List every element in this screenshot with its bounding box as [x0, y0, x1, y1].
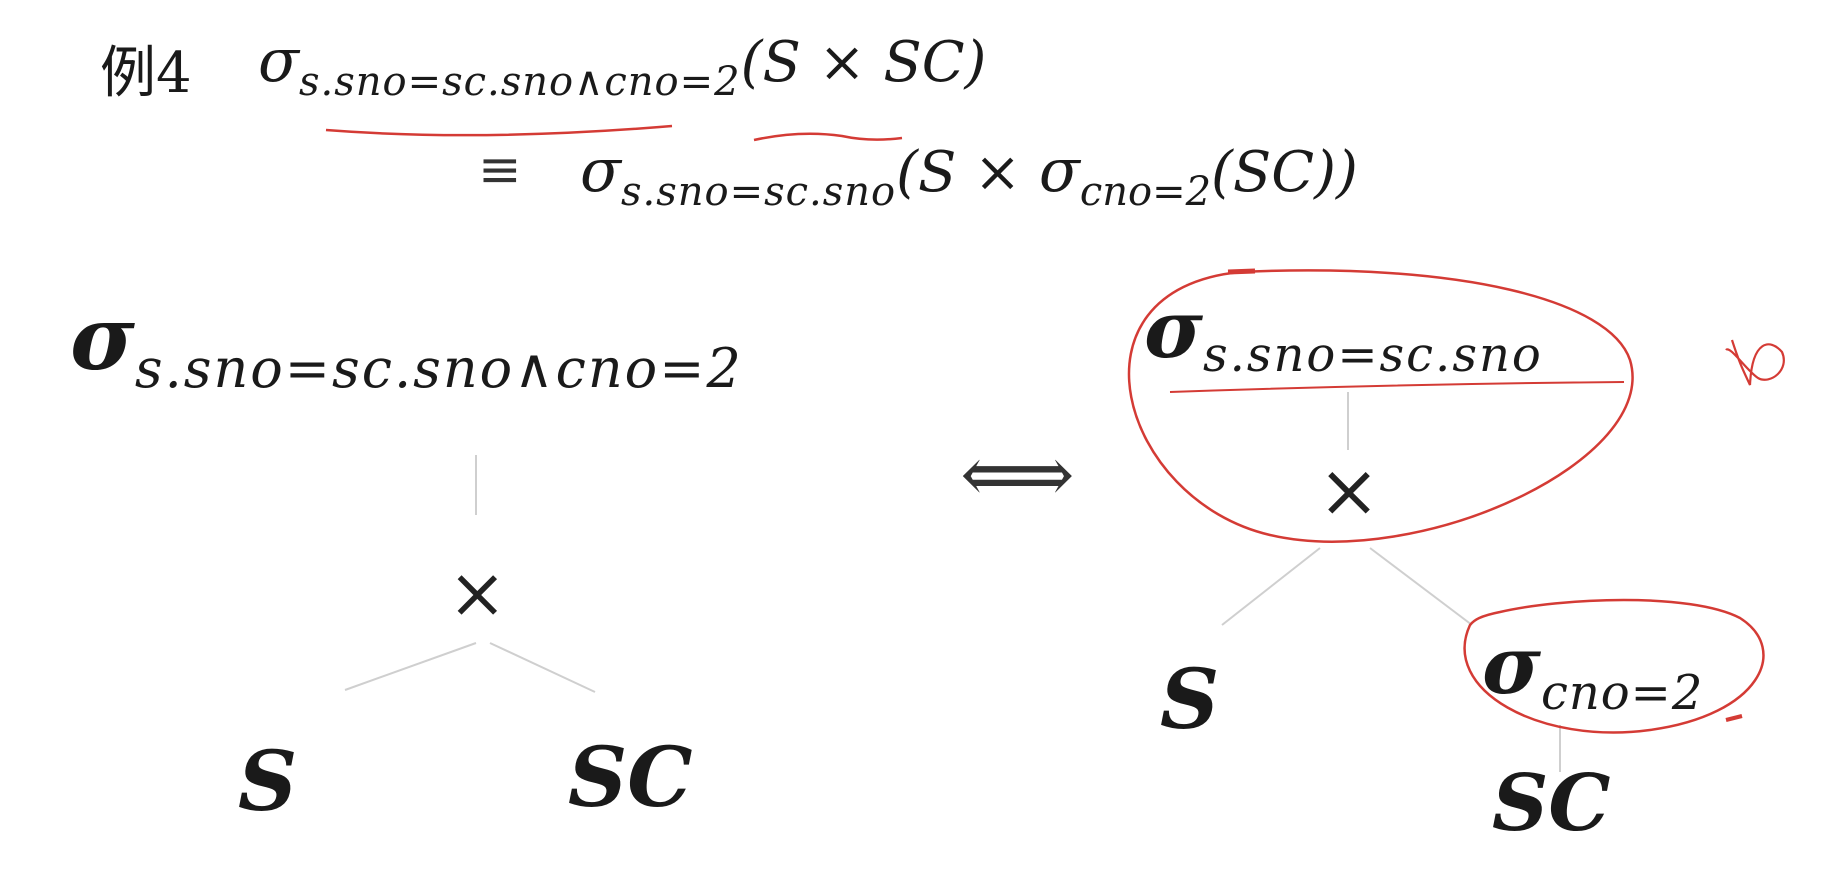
selection-condition: s.sno=sc.sno∧cno=2 [298, 59, 741, 105]
sigma-symbol: σ [580, 136, 621, 206]
example-label: 例4 [100, 41, 192, 106]
inner-selection-node: σcno=2 [1482, 618, 1703, 721]
left-tree-root: σs.sno=sc.sno∧cno=2 [70, 286, 743, 400]
sigma-symbol: σ [1144, 282, 1203, 376]
tick-annotation [1227, 268, 1256, 275]
inner-selection-condition: cno=2 [1079, 169, 1212, 215]
cross-product-node: × [448, 552, 507, 634]
title-line1: σs.sno=sc.sno∧cno=2(S × SC) [258, 26, 987, 105]
right-tree-root: σs.sno=sc.sno [1144, 282, 1543, 383]
sigma-symbol: σ [258, 26, 299, 96]
join-scribble-annotation [1725, 339, 1785, 386]
inner-selection-condition: cno=2 [1540, 665, 1704, 721]
edge-cross-s [1221, 547, 1321, 626]
title-line2: σs.sno=sc.sno(S × σcno=2(SC)) [580, 136, 1358, 215]
relation-s-leaf: S [1160, 652, 1220, 748]
selection-condition: s.sno=sc.sno∧cno=2 [134, 337, 743, 400]
edge-cross-sigma [1369, 547, 1473, 626]
underline-annotation [325, 124, 673, 137]
edge-cross-s [344, 642, 477, 691]
sigma-symbol: σ [1482, 618, 1541, 712]
relation-sc-leaf: SC [1492, 758, 1611, 849]
sigma-symbol: σ [1038, 136, 1080, 206]
cross-product-node: × [1318, 448, 1381, 534]
relation-s-leaf: S [238, 734, 298, 830]
tick-annotation [1725, 714, 1743, 722]
edge-cross-sc [489, 642, 596, 693]
underline-annotation [1169, 381, 1625, 393]
equivalence-symbol: ⟺ [960, 428, 1075, 521]
underline-annotation [753, 132, 903, 142]
product-open: (S × [896, 140, 1039, 205]
relation-sc-leaf: SC [568, 730, 693, 826]
cartesian-product-expression: (S × SC) [740, 30, 987, 95]
equivalence-sign: ≡ [478, 140, 522, 200]
circle-annotation [1463, 598, 1765, 734]
selection-condition: s.sno=sc.sno [620, 169, 897, 215]
sigma-symbol: σ [70, 286, 135, 390]
circle-annotation [1127, 269, 1634, 543]
selection-condition: s.sno=sc.sno [1202, 327, 1543, 383]
inner-relation: (SC)) [1211, 140, 1358, 205]
